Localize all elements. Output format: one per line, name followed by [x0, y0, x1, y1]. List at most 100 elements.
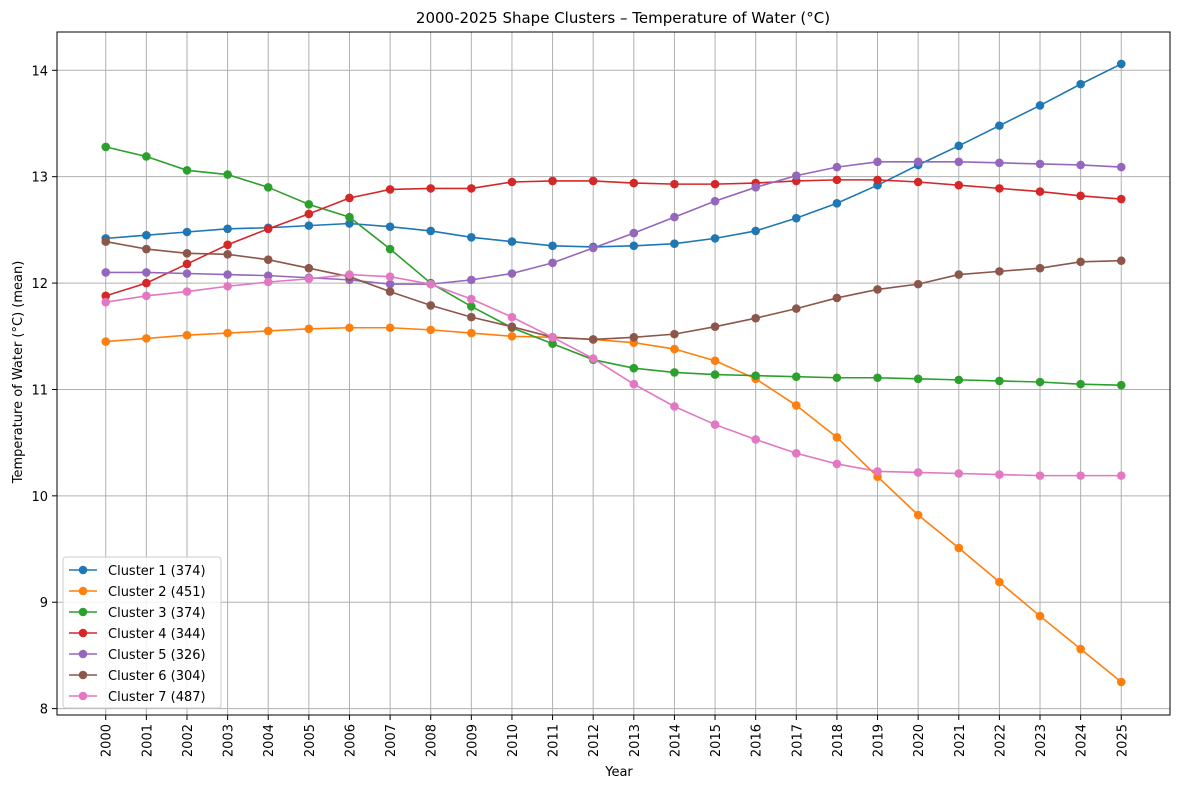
- data-point: [1035, 101, 1045, 110]
- x-tick-label: 2023: [1034, 724, 1049, 757]
- data-point: [548, 339, 557, 349]
- data-point: [954, 180, 964, 190]
- data-point: [1035, 377, 1045, 387]
- data-point: [548, 333, 557, 342]
- data-point: [995, 577, 1004, 587]
- data-point: [629, 363, 639, 373]
- data-point: [1116, 194, 1126, 204]
- data-point: [710, 179, 720, 189]
- series-cluster-1: [101, 59, 1126, 252]
- data-point: [182, 269, 192, 278]
- data-point: [629, 228, 639, 238]
- data-point: [345, 193, 354, 203]
- x-axis-label: Year: [604, 765, 633, 780]
- legend-label: Cluster 3 (374): [108, 606, 206, 621]
- data-point: [995, 184, 1004, 193]
- data-point: [791, 372, 801, 381]
- data-point: [263, 183, 273, 192]
- data-point: [223, 240, 232, 250]
- data-point: [385, 244, 395, 254]
- y-tick-label: 9: [40, 596, 48, 611]
- legend-item: Cluster 1 (374): [69, 564, 206, 579]
- data-point: [954, 270, 964, 279]
- data-point: [791, 401, 801, 410]
- data-point: [385, 272, 395, 281]
- data-point: [751, 435, 760, 444]
- series-line: [105, 160, 1122, 285]
- legend-label: Cluster 5 (326): [108, 648, 206, 663]
- data-point: [791, 213, 801, 223]
- data-point: [426, 226, 436, 236]
- data-point: [1116, 471, 1126, 480]
- y-axis-label: Temperature of Water (°C) (mean): [11, 261, 26, 485]
- data-point: [791, 448, 801, 458]
- data-point: [751, 371, 760, 380]
- data-point: [751, 313, 760, 323]
- data-point: [1116, 162, 1126, 172]
- data-point: [101, 237, 111, 246]
- data-point: [467, 312, 476, 322]
- data-point: [670, 212, 679, 222]
- legend-marker: [78, 607, 88, 617]
- legend-marker: [78, 586, 88, 596]
- data-point: [182, 287, 192, 296]
- data-point: [832, 198, 842, 208]
- data-point: [467, 302, 476, 311]
- data-point: [507, 331, 517, 341]
- data-point: [832, 175, 842, 185]
- data-point: [182, 330, 192, 340]
- data-point: [1116, 59, 1126, 69]
- legend-label: Cluster 6 (304): [108, 669, 206, 684]
- data-point: [467, 275, 476, 285]
- data-point: [385, 287, 395, 296]
- x-tick-label: 2006: [343, 724, 358, 757]
- data-point: [1035, 263, 1045, 273]
- data-point: [101, 268, 111, 277]
- x-tick-label: 2020: [912, 724, 927, 757]
- legend-item: Cluster 3 (374): [69, 606, 206, 621]
- data-point: [1116, 256, 1126, 266]
- data-point: [142, 268, 151, 277]
- data-point: [507, 269, 517, 278]
- data-point: [304, 209, 314, 219]
- chart-title: 2000-2025 Shape Clusters – Temperature o…: [416, 9, 830, 27]
- data-point: [142, 278, 151, 288]
- data-point: [710, 370, 720, 379]
- data-point: [873, 285, 882, 294]
- data-point: [954, 157, 964, 167]
- data-point: [751, 183, 760, 192]
- y-axis-ticks: 8 9 10 11 12 13 14: [31, 64, 57, 718]
- data-point: [1076, 160, 1085, 170]
- data-point: [995, 158, 1004, 168]
- y-tick-label: 10: [31, 490, 48, 505]
- x-tick-label: 2009: [465, 724, 480, 757]
- data-point: [873, 373, 882, 383]
- data-point: [670, 179, 679, 189]
- legend-item: Cluster 4 (344): [69, 627, 206, 642]
- x-tick-label: 2004: [262, 724, 277, 757]
- x-tick-label: 2013: [628, 724, 643, 757]
- data-point: [467, 233, 476, 242]
- series-layer: [101, 59, 1126, 687]
- data-point: [954, 469, 964, 478]
- data-point: [1076, 257, 1085, 267]
- data-point: [670, 402, 679, 411]
- data-point: [101, 297, 111, 307]
- x-tick-label: 2016: [750, 724, 765, 757]
- data-point: [263, 277, 273, 287]
- y-tick-label: 11: [31, 383, 48, 398]
- legend-item: Cluster 2 (451): [69, 585, 206, 600]
- legend-label: Cluster 7 (487): [108, 690, 206, 705]
- data-point: [223, 281, 232, 291]
- x-axis-ticks: 2000 2001 2002 2003 2004 2005 2006 2007 2008 2009…: [100, 715, 1130, 757]
- x-tick-label: 2011: [547, 724, 562, 757]
- data-point: [913, 374, 923, 384]
- legend-label: Cluster 2 (451): [108, 585, 206, 600]
- data-point: [467, 328, 476, 338]
- data-point: [223, 250, 232, 259]
- data-point: [304, 274, 314, 284]
- data-point: [670, 239, 679, 249]
- data-point: [507, 237, 517, 246]
- data-point: [223, 328, 232, 338]
- x-tick-label: 2001: [140, 724, 155, 757]
